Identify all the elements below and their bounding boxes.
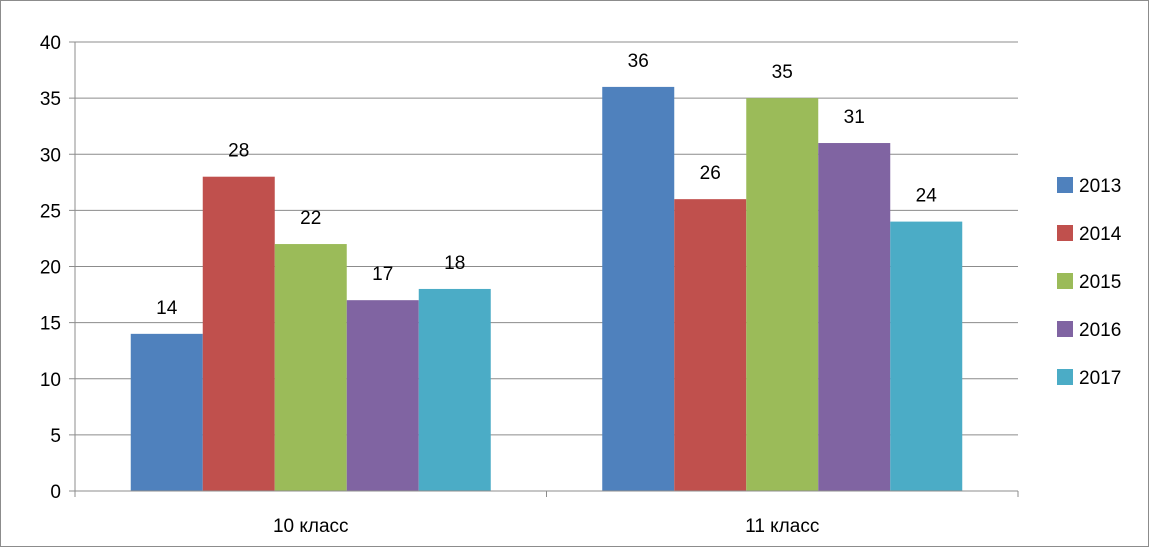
- data-label: 36: [628, 51, 649, 72]
- legend-swatch-2017: [1057, 369, 1073, 385]
- y-tick-label: 5: [50, 426, 61, 447]
- bar-2013-1: [130, 333, 203, 491]
- bar-2015-2: [746, 98, 819, 491]
- bar-2017-2: [890, 221, 963, 491]
- bar-2016-2: [818, 143, 891, 491]
- bar-2016-1: [346, 300, 419, 491]
- legend-swatch-2014: [1057, 225, 1073, 241]
- axes: 0 5 10 15 20 25 30 35 40 10 класс 11 класс: [40, 33, 1019, 537]
- y-tick-label: 0: [50, 482, 61, 503]
- bar-2015-1: [274, 244, 347, 491]
- y-tick-label: 35: [40, 89, 61, 110]
- data-label: 17: [372, 264, 393, 285]
- data-label: 24: [916, 186, 938, 207]
- data-label: 22: [300, 208, 321, 229]
- data-labels: 14 28 22 17 18 36 26 35 31 24: [156, 51, 937, 319]
- data-label: 31: [844, 107, 865, 128]
- y-tick-label: 30: [40, 145, 61, 166]
- legend-swatch-2013: [1057, 177, 1073, 193]
- x-tick-label: 11 класс: [745, 516, 819, 537]
- y-tick-label: 40: [40, 33, 61, 54]
- y-tick-label: 15: [40, 314, 61, 335]
- bar-2017-1: [418, 288, 491, 491]
- y-tick-label: 20: [40, 258, 61, 279]
- bar-2014-1: [202, 176, 275, 491]
- legend-label: 2017: [1079, 368, 1121, 389]
- bar-2013-2: [602, 86, 675, 492]
- legend: 2013 2014 2015 2016 2017: [1057, 176, 1122, 389]
- y-tick-label: 25: [40, 201, 61, 222]
- bar-2014-2: [674, 199, 747, 491]
- data-label: 14: [156, 298, 178, 319]
- legend-label: 2016: [1079, 320, 1121, 341]
- legend-swatch-2016: [1057, 321, 1073, 337]
- legend-label: 2014: [1079, 224, 1122, 245]
- data-label: 26: [700, 163, 721, 184]
- y-tick-label: 10: [40, 370, 61, 391]
- legend-label: 2013: [1079, 176, 1121, 197]
- legend-swatch-2015: [1057, 273, 1073, 289]
- legend-label: 2015: [1079, 272, 1121, 293]
- data-label: 18: [444, 253, 465, 274]
- data-label: 28: [228, 141, 249, 162]
- data-label: 35: [772, 62, 793, 83]
- bars: [130, 86, 963, 492]
- x-tick-label: 10 класс: [273, 516, 349, 537]
